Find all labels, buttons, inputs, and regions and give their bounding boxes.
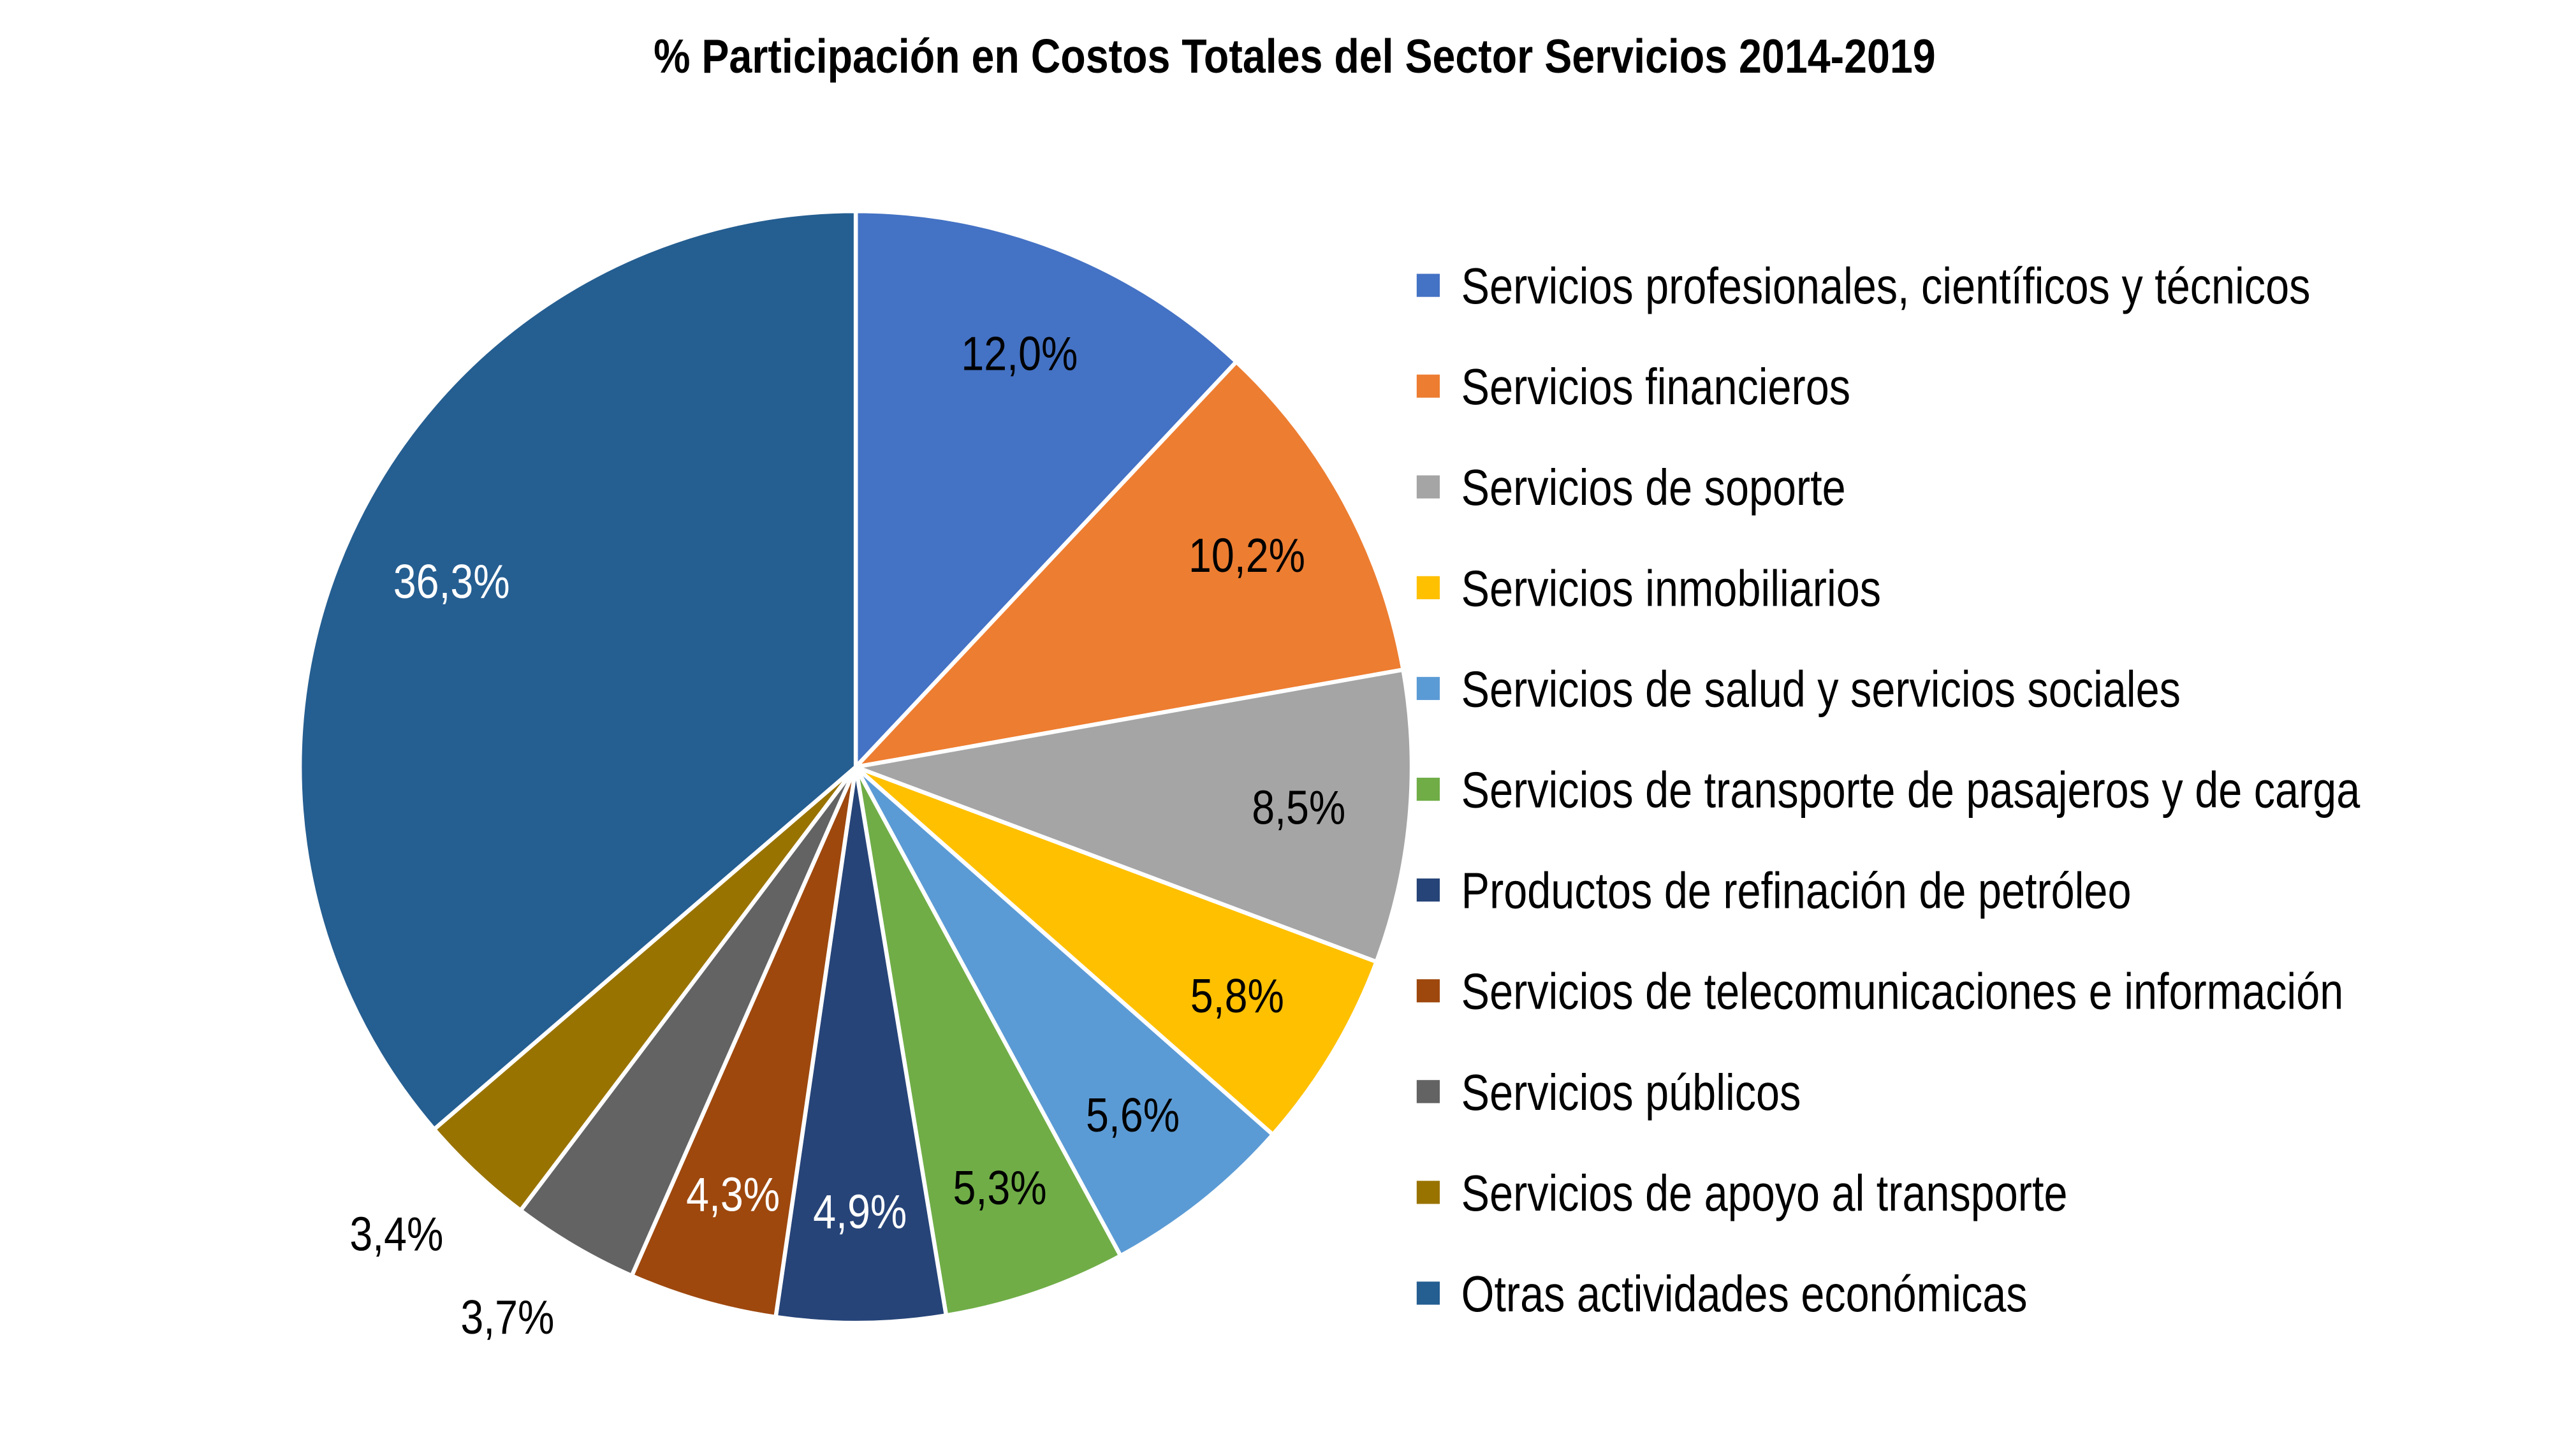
legend-label: Productos de refinación de petróleo	[1461, 862, 2132, 919]
data-label-servicios-profesionales-cientificos-y-tecnicos: 12,0%	[961, 327, 1078, 381]
legend-label: Servicios de telecomunicaciones e inform…	[1461, 963, 2344, 1020]
data-label-servicios-de-salud-y-servicios-sociales: 5,6%	[1086, 1088, 1180, 1142]
data-label-servicios-de-apoyo-al-transporte: 3,4%	[349, 1207, 443, 1261]
chart-title: % Participación en Costos Totales del Se…	[654, 29, 1936, 83]
legend-label: Servicios de apoyo al transporte	[1461, 1164, 2068, 1221]
legend-swatch	[1416, 878, 1440, 902]
data-label-otras-actividades-economicas: 36,3%	[393, 555, 510, 608]
legend-swatch	[1416, 374, 1440, 398]
legend-swatch	[1416, 1281, 1440, 1305]
legend-item-servicios-publicos: Servicios públicos	[1416, 1063, 1801, 1121]
pie-slice-servicios-de-salud-y-servicios-sociales	[854, 765, 1276, 1259]
legend-item-servicios-de-telecomunicaciones-e-informacion: Servicios de telecomunicaciones e inform…	[1416, 963, 2344, 1020]
data-label-productos-de-refinacion-de-petroleo: 4,9%	[813, 1185, 907, 1239]
legend-label: Servicios inmobiliarios	[1461, 559, 1881, 616]
data-label-servicios-de-soporte: 8,5%	[1252, 781, 1345, 834]
legend-swatch	[1416, 979, 1440, 1003]
legend-item-servicios-profesionales-cientificos-y-tecnicos: Servicios profesionales, científicos y t…	[1416, 257, 2311, 314]
pie-slice-servicios-inmobiliarios	[854, 765, 1379, 1138]
pie-slice-servicios-de-transporte-de-pasajeros-y-de-carga	[853, 766, 1123, 1318]
legend-swatch	[1416, 475, 1440, 499]
pie-slice-servicios-financieros	[850, 358, 1406, 771]
legend-label: Servicios de soporte	[1461, 458, 1846, 516]
legend-swatch	[1416, 273, 1440, 297]
legend-label: Servicios de salud y servicios sociales	[1461, 660, 2181, 718]
legend-swatch	[1416, 1080, 1440, 1104]
legend-item-servicios-inmobiliarios: Servicios inmobiliarios	[1416, 559, 1881, 617]
data-label-servicios-de-telecomunicaciones-e-informacion: 4,3%	[686, 1168, 780, 1221]
legend-item-servicios-de-transporte-de-pasajeros-y-de-carga: Servicios de transporte de pasajeros y d…	[1416, 761, 2360, 819]
legend: Servicios profesionales, científicos y t…	[1416, 257, 2360, 1322]
data-label-servicios-de-transporte-de-pasajeros-y-de-carga: 5,3%	[953, 1161, 1047, 1214]
legend-item-servicios-financieros: Servicios financieros	[1416, 358, 1850, 416]
data-label-servicios-financieros: 10,2%	[1189, 528, 1305, 582]
pie-slice-otras-actividades-economicas	[297, 208, 858, 1133]
legend-swatch	[1416, 777, 1440, 801]
legend-item-servicios-de-apoyo-al-transporte: Servicios de apoyo al transporte	[1416, 1164, 2068, 1221]
data-labels: 12,0% 10,2% 8,5% 5,8% 5,6% 5,3% 4,9% 4,3% 3,7% 3,…	[349, 327, 1345, 1344]
pie-slice-servicios-de-soporte	[847, 667, 1414, 965]
legend-label: Servicios públicos	[1461, 1063, 1801, 1121]
pie-slice-servicios-de-telecomunicaciones-e-informacion	[629, 766, 858, 1320]
legend-item-servicios-de-soporte: Servicios de soporte	[1416, 458, 1846, 516]
pie-slice-productos-de-refinacion-de-petroleo	[773, 766, 949, 1325]
legend-swatch	[1416, 576, 1440, 599]
legend-swatch	[1416, 676, 1440, 701]
legend-item-productos-de-refinacion-de-petroleo: Productos de refinación de petróleo	[1416, 862, 2132, 919]
legend-item-otras-actividades-economicas: Otras actividades económicas	[1416, 1265, 2028, 1322]
legend-label: Servicios financieros	[1461, 358, 1850, 415]
legend-label: Otras actividades económicas	[1461, 1265, 2028, 1322]
data-label-servicios-inmobiliarios: 5,8%	[1190, 969, 1284, 1023]
pie-slices	[297, 208, 1414, 1325]
legend-label: Servicios profesionales, científicos y t…	[1461, 257, 2311, 314]
pie-slice-servicios-publicos	[517, 766, 858, 1279]
data-label-servicios-publicos: 3,7%	[460, 1290, 554, 1344]
pie-slice-servicios-profesionales-cientificos-y-tecnicos	[853, 208, 1240, 773]
legend-item-servicios-de-salud-y-servicios-sociales: Servicios de salud y servicios sociales	[1416, 660, 2181, 718]
legend-swatch	[1416, 1181, 1440, 1204]
legend-label: Servicios de transporte de pasajeros y d…	[1461, 761, 2360, 819]
